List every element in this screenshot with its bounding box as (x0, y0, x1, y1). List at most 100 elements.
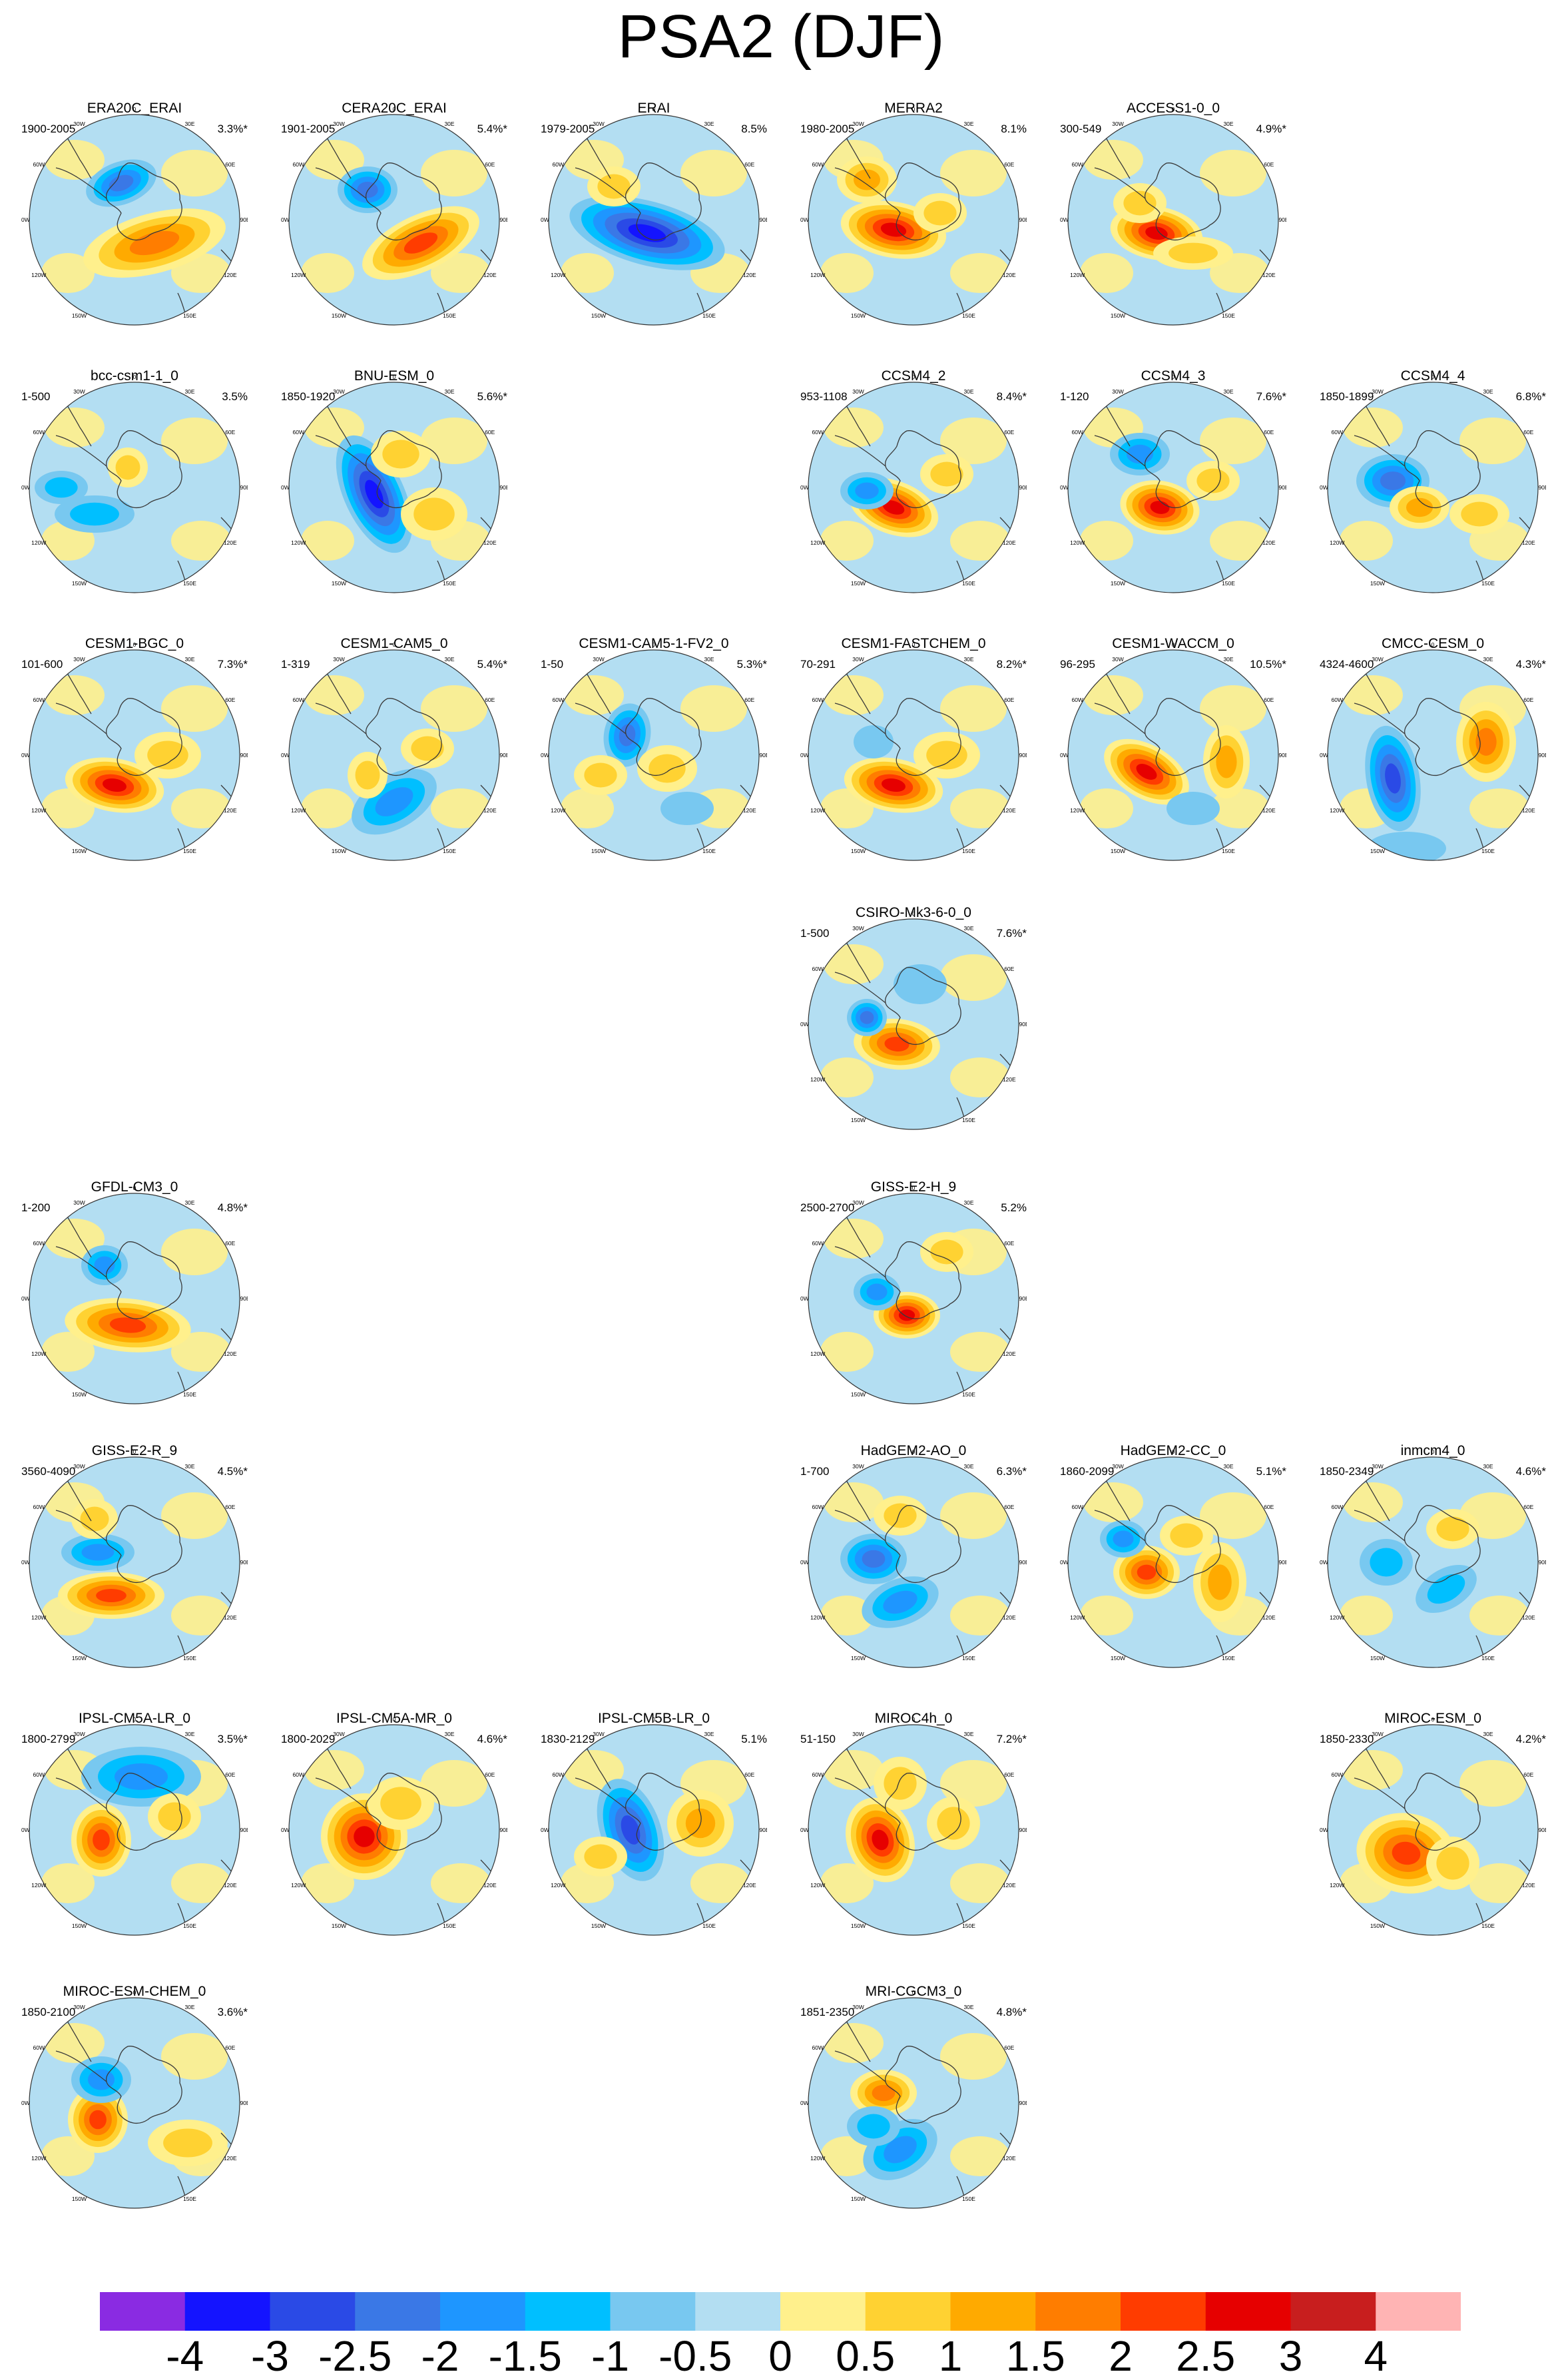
longitude-label: 60E (1264, 161, 1274, 168)
longitude-label: 120E (1262, 1614, 1276, 1621)
longitude-label: 30E (184, 1463, 194, 1470)
longitude-label: 60W (812, 429, 823, 436)
longitude-label: 150W (332, 1923, 346, 1929)
longitude-label: 150E (962, 1655, 975, 1661)
longitude-label: 60E (1523, 1771, 1533, 1778)
coastlines (1094, 394, 1277, 581)
longitude-label: 90E (240, 216, 248, 223)
colorbar-tick-label: -1 (591, 2332, 629, 2380)
longitude-label: 30E (1483, 388, 1493, 395)
panel-variance-percent: 4.3%* (1515, 658, 1546, 671)
longitude-label: 0 (912, 1989, 915, 1996)
longitude-label: 120E (1003, 539, 1016, 546)
map-panel: CERA20C_ERAI 1901-2005 5.4%* 0 30E 60E 90E 120E… (281, 100, 507, 326)
panel-variance-percent: 4.8%* (996, 2006, 1027, 2018)
map-boundary (808, 1724, 1019, 1936)
longitude-label: 0 (133, 106, 136, 113)
longitude-label: 60W (292, 697, 304, 703)
longitude-label: 30W (73, 1731, 85, 1737)
longitude-label: 30W (1112, 1463, 1123, 1470)
longitude-label: 120W (810, 1882, 825, 1889)
longitude-label: 150W (1111, 1655, 1125, 1661)
longitude-label: 0 (912, 1185, 915, 1191)
longitude-label: 90E (1019, 216, 1027, 223)
longitude-label: 30E (963, 925, 973, 932)
longitude-label: 60W (33, 1771, 44, 1778)
map-boundary (1327, 382, 1539, 593)
longitude-label: 60E (1004, 1771, 1014, 1778)
colorbar-tick-label: -2 (421, 2332, 459, 2380)
longitude-label: 0 (912, 910, 915, 917)
longitude-label: 150E (183, 1923, 196, 1929)
longitude-label: 120E (224, 1882, 237, 1889)
longitude-label: 120W (810, 807, 825, 814)
longitude-label: 120W (810, 2155, 825, 2162)
panel-variance-percent: 5.3%* (736, 658, 767, 671)
longitude-label: 150E (702, 848, 716, 854)
panel-model-name: CCSM4_2 (881, 368, 946, 384)
longitude-label: 30E (1483, 1731, 1493, 1737)
longitude-label: 90E (240, 2100, 248, 2106)
longitude-label: 120E (743, 272, 756, 278)
polar-map: 030E60E90E120E150E180150W120W90W60W30W (21, 106, 248, 326)
longitude-label: 30W (333, 656, 344, 663)
longitude-label: 0 (133, 1716, 136, 1723)
panel-model-name: IPSL-CM5A-MR_0 (336, 1711, 452, 1726)
longitude-label: 90E (759, 1827, 767, 1833)
panel-model-name: MIROC4h_0 (874, 1711, 953, 1726)
panel-years: 953-1108 (800, 390, 848, 403)
polar-map: 030E60E90E120E150E180150W120W90W60W30W (800, 910, 1027, 1130)
panel-years: 1-319 (281, 658, 310, 671)
panel-years: 1980-2005 (800, 123, 855, 135)
longitude-label: 90E (759, 752, 767, 758)
map-boundary (548, 649, 760, 861)
longitude-label: 120E (1003, 2155, 1016, 2162)
map-boundary (808, 1193, 1019, 1404)
panel-variance-percent: 5.1%* (1256, 1465, 1286, 1478)
map-panel: HadGEM2-AO_0 1-700 6.3%* 0 30E 60E 90E 120E 150E… (800, 1442, 1027, 1669)
panel-variance-percent: 3.6%* (217, 2006, 248, 2018)
panel-years: 1850-2349 (1320, 1465, 1374, 1478)
panel-variance-percent: 8.5% (741, 123, 767, 135)
longitude-label: 60W (1331, 1504, 1342, 1510)
longitude-label: 60W (1071, 429, 1083, 436)
panel-variance-percent: 3.3%* (217, 123, 248, 135)
longitude-label: 30E (444, 1731, 454, 1737)
longitude-label: 0 (912, 1448, 915, 1455)
longitude-label: 90E (499, 216, 507, 223)
panel-years: 3560-4090 (21, 1465, 76, 1478)
polar-map: 030E60E90E120E150E180150W120W90W60W30W (800, 1989, 1027, 2209)
longitude-label: 60E (225, 429, 235, 436)
longitude-label: 30E (444, 656, 454, 663)
polar-map: 030E60E90E120E150E180150W120W90W60W30W (21, 1716, 248, 1936)
colorbar-tick-label: 2.5 (1176, 2332, 1236, 2380)
longitude-label: 60E (1523, 697, 1533, 703)
longitude-label: 0 (1172, 106, 1175, 113)
longitude-label: 30W (1112, 656, 1123, 663)
longitude-label: 30E (1223, 121, 1233, 127)
map-panel: CESM1-BGC_0 101-600 7.3%* 0 30E 60E 90E 120E 150… (21, 635, 248, 862)
longitude-label: 0 (1432, 1448, 1435, 1455)
longitude-label: 90W (800, 1559, 809, 1566)
longitude-label: 120E (1003, 1350, 1016, 1357)
longitude-label: 0 (133, 641, 136, 648)
panel-years: 2500-2700 (800, 1201, 855, 1214)
map-boundary (1067, 1456, 1279, 1668)
polar-map: 030E60E90E120E150E180150W120W90W60W30W (1320, 1716, 1546, 1936)
colorbar-swatch (950, 2292, 1036, 2331)
map-boundary (29, 649, 240, 861)
longitude-label: 30E (963, 2004, 973, 2010)
longitude-label: 90W (1320, 484, 1328, 491)
longitude-label: 0 (133, 1448, 136, 1455)
longitude-label: 150E (962, 848, 975, 854)
panel-years: 1900-2005 (21, 123, 76, 135)
longitude-label: 30W (1372, 1731, 1383, 1737)
longitude-label: 30W (1372, 388, 1383, 395)
panel-variance-percent: 8.4%* (996, 390, 1027, 403)
map-boundary (808, 114, 1019, 326)
panel-years: 1-500 (21, 390, 51, 403)
longitude-label: 0 (133, 1989, 136, 1996)
panel-variance-percent: 7.6%* (996, 927, 1027, 940)
longitude-label: 60W (552, 697, 563, 703)
longitude-label: 90W (1320, 1559, 1328, 1566)
